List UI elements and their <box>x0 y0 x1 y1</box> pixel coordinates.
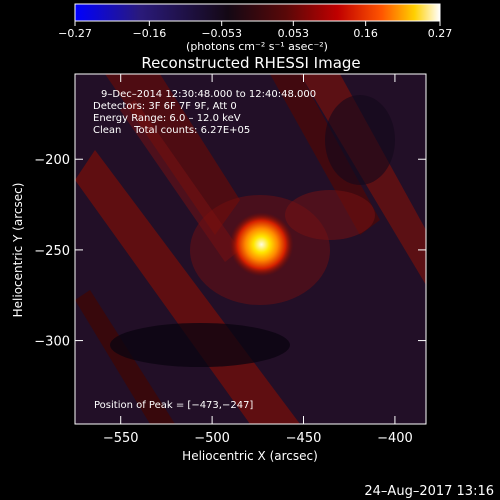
colorbar-tick-label: 0.16 <box>353 27 378 40</box>
colorbar-tick-label: −0.27 <box>58 27 92 40</box>
detectors-label: Detectors: 3F 6F 7F 9F, Att 0 <box>93 101 237 112</box>
clean-counts-label: Clean Total counts: 6.27E+05 <box>93 125 250 136</box>
dark-patch <box>110 323 290 367</box>
halo <box>285 190 375 240</box>
y-tick-label: −300 <box>34 335 70 350</box>
streak <box>120 100 240 262</box>
plot-frame <box>74 73 427 425</box>
colorbar-tick-label: −0.16 <box>132 27 166 40</box>
y-axis-label: Heliocentric Y (arcsec) <box>11 183 25 318</box>
image-plot <box>75 74 426 424</box>
colorbar-tick-label: 0.27 <box>428 27 453 40</box>
footer-date: 24–Aug–2017 13:16 <box>364 484 494 499</box>
x-tick-label: −400 <box>377 431 413 446</box>
x-axis-label: Heliocentric X (arcsec) <box>182 449 318 463</box>
y-axis-ticks: −200 −250 −300 <box>34 153 426 350</box>
dark-patch <box>325 95 395 185</box>
y-tick-label: −200 <box>34 153 70 168</box>
x-tick-label: −450 <box>286 431 322 446</box>
colorbar-tick-label: −0.053 <box>201 27 242 40</box>
y-tick-label: −250 <box>34 244 70 259</box>
x-tick-label: −550 <box>103 431 139 446</box>
x-tick-label: −500 <box>194 431 230 446</box>
colorbar-tick-label: 0.053 <box>278 27 310 40</box>
time-range-label: 9–Dec–2014 12:30:48.000 to 12:40:48.000 <box>101 89 316 100</box>
colorbar <box>74 3 441 22</box>
chart-title: Reconstructed RHESSI Image <box>141 54 360 72</box>
colorbar-ticks: −0.27 −0.16 −0.053 0.053 0.16 0.27 <box>58 21 452 40</box>
flare-peak <box>229 212 294 277</box>
peak-position-label: Position of Peak = [−473,−247] <box>94 400 253 411</box>
energy-range-label: Energy Range: 6.0 – 12.0 keV <box>93 113 241 124</box>
colorbar-units: (photons cm⁻² s⁻¹ asec⁻²) <box>186 40 328 53</box>
x-axis-ticks: −550 −500 −450 −400 <box>103 74 413 446</box>
